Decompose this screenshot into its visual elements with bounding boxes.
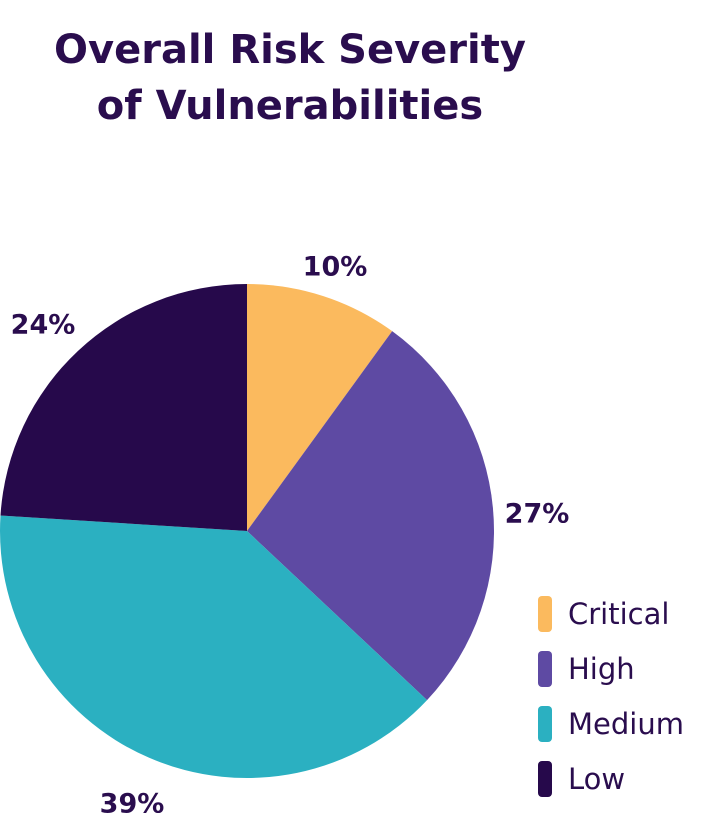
legend-label-low: Low [568, 761, 626, 796]
data-label-low: 24% [11, 310, 76, 341]
legend-item-critical: Critical [538, 586, 684, 641]
pie-slice-low [0, 284, 247, 531]
legend-item-high: High [538, 641, 684, 696]
legend-swatch-medium [538, 705, 552, 742]
legend-swatch-high [538, 650, 552, 687]
data-label-high: 27% [505, 499, 570, 530]
legend-label-medium: Medium [568, 706, 684, 741]
chart-legend: Critical High Medium Low [538, 586, 684, 806]
legend-item-medium: Medium [538, 696, 684, 751]
data-label-medium: 39% [100, 789, 165, 819]
chart-title: Overall Risk Severity of Vulnerabilities [0, 22, 580, 134]
pie-slice-critical [247, 284, 393, 531]
chart-title-line-1: Overall Risk Severity [54, 27, 526, 73]
legend-label-high: High [568, 651, 635, 686]
pie-slice-medium [0, 515, 428, 778]
legend-swatch-low [538, 760, 552, 797]
legend-item-low: Low [538, 751, 684, 806]
pie-slice-high [247, 331, 495, 701]
legend-swatch-critical [538, 595, 552, 632]
chart-title-line-2: of Vulnerabilities [96, 83, 484, 129]
legend-label-critical: Critical [568, 596, 670, 631]
data-label-critical: 10% [303, 252, 368, 283]
